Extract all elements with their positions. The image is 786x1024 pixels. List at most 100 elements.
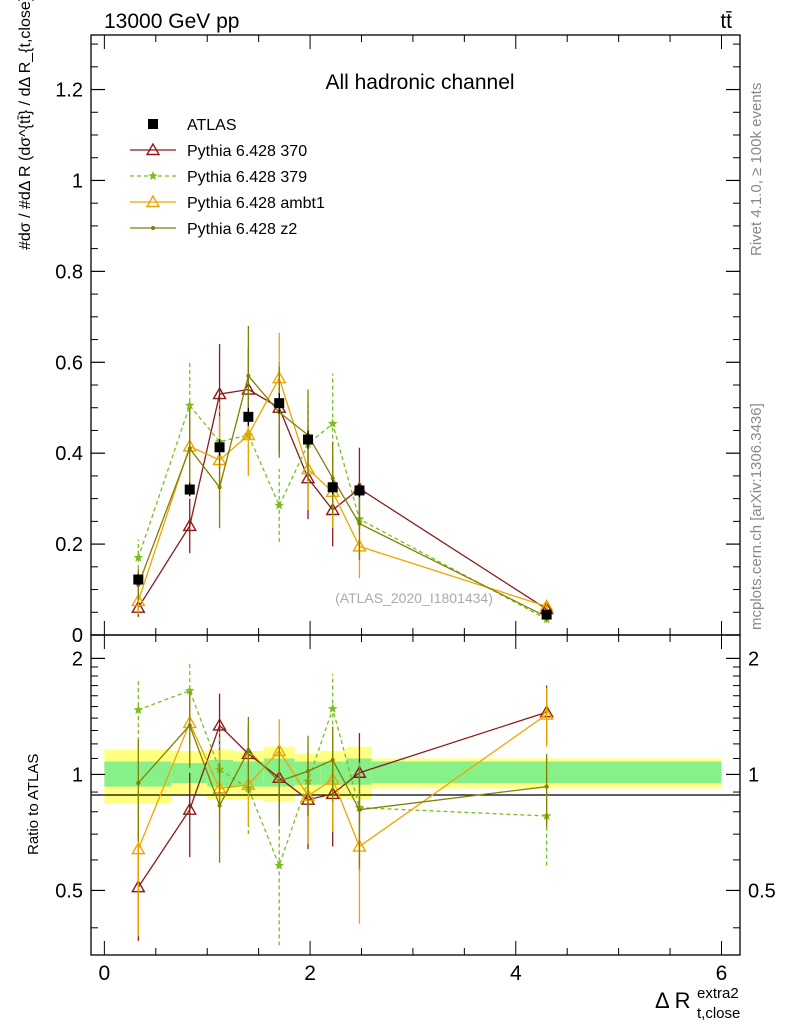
ratio-data-point: [182, 802, 197, 815]
data-point: [274, 398, 285, 409]
data-point: [330, 476, 335, 481]
ratio-series-group: [131, 662, 554, 946]
ratio-data-point: [274, 860, 284, 870]
ratio-data-point: [327, 703, 338, 713]
series-atlas: [133, 393, 552, 620]
legend-marker: [151, 226, 155, 230]
data-point: [133, 574, 144, 585]
legend-label: Pythia 6.428 z2: [187, 221, 297, 238]
x-axis-label-sub: t,close: [697, 1005, 740, 1022]
ratio-data-point: [539, 707, 554, 720]
legend: ATLAS Pythia 6.428 370 Pythia 6.428 379 Pyt…: [130, 117, 325, 238]
ratio-data-point: [277, 779, 282, 784]
main-y-tick-label: 0.6: [55, 352, 83, 374]
ratio-data-point: [306, 769, 311, 774]
series-pythia-6-428-z2: [136, 325, 549, 621]
series-line-pythia-6-428-z2: [137, 374, 547, 618]
data-point: [246, 373, 251, 378]
ratio-y-tick-label-right: 1: [748, 764, 759, 786]
legend-item-atlas: ATLAS: [148, 117, 237, 134]
main-series-group: [131, 325, 554, 624]
ratio-y-axis-label: Ratio to ATLAS: [25, 754, 42, 855]
data-point: [357, 521, 362, 526]
process-label: tt̄: [720, 10, 732, 33]
mcplots-label: mcplots.cern.ch [arXiv:1306.3436]: [748, 403, 765, 630]
main-y-axis: 0 0.2 0.4 0.6 0.8 1 1.2: [55, 35, 740, 647]
legend-item-pythia-6-428-379: Pythia 6.428 379: [130, 169, 307, 186]
energy-label: 13000 GeV pp: [104, 10, 239, 33]
legend-item-pythia-6-428-ambt1: Pythia 6.428 ambt1: [130, 194, 325, 212]
x-tick-label: 2: [304, 962, 316, 985]
ratio-plot-frame: [90, 634, 741, 956]
ratio-series-pythia-6-428-ambt1: [131, 687, 554, 937]
legend-marker: [148, 119, 158, 129]
data-point: [327, 482, 338, 493]
legend-label: Pythia 6.428 379: [187, 169, 307, 186]
ratio-series-pythia-6-428-370: [131, 685, 554, 941]
rivet-version-label: Rivet 4.1.0, ≥ 100k events: [748, 83, 765, 256]
main-y-tick-label: 0.2: [55, 534, 83, 556]
x-tick-label: 0: [99, 962, 111, 985]
data-point: [212, 386, 227, 400]
ratio-series-line: [138, 689, 547, 868]
series-line-pythia-6-428-379: [137, 404, 547, 620]
watermark-label: (ATLAS_2020_I1801434): [335, 590, 493, 606]
data-point: [217, 485, 222, 490]
x-tick-label: 4: [510, 962, 522, 985]
main-y-axis-label: #dσ / #dΔ R (dσ^{tt̄} / dΔ R_{t,close}^{…: [17, 0, 34, 250]
legend-label: Pythia 6.428 ambt1: [187, 195, 325, 212]
data-point: [303, 434, 314, 445]
ratio-y-tick-label: 1: [72, 764, 83, 786]
ratio-y-tick-label: 2: [72, 648, 83, 670]
legend-label: ATLAS: [187, 117, 237, 134]
ratio-data-point: [357, 807, 362, 812]
data-point: [184, 400, 195, 410]
main-y-tick-label: 1.2: [55, 80, 83, 102]
data-point: [184, 484, 195, 495]
data-point: [243, 411, 254, 422]
ratio-y-tick-label-right: 0.5: [748, 880, 776, 902]
data-point: [214, 442, 225, 453]
legend-marker: [148, 171, 158, 181]
series-line-pythia-6-428-370: [137, 388, 547, 610]
data-point: [541, 609, 552, 620]
x-axis-label: Δ R extra2 t,close: [655, 985, 740, 1022]
main-y-tick-label: 0: [72, 625, 83, 647]
ratio-plot-panel: 0.5 0.5 1 1 2 2 0 2 4 6 Ratio to ATLAS Δ R extra2…: [25, 634, 776, 1022]
series-pythia-6-428-370: [131, 344, 554, 617]
data-point: [182, 518, 197, 532]
data-point: [327, 418, 338, 428]
legend-marker: [145, 142, 161, 156]
ratio-data-point: [330, 757, 335, 762]
ratio-series-line: [137, 711, 547, 888]
ratio-data-point: [212, 718, 227, 731]
chart-title: All hadronic channel: [325, 71, 514, 94]
series-line-pythia-6-428-ambt1: [137, 376, 547, 608]
ratio-data-point: [136, 781, 141, 786]
main-y-tick-label: 0.4: [55, 443, 83, 465]
ratio-series-pythia-6-428-z2: [136, 691, 549, 869]
ratio-data-point: [131, 841, 146, 855]
main-y-tick-label: 0.8: [55, 261, 83, 283]
series-pythia-6-428-379: [133, 360, 552, 624]
x-axis-label-sup: extra2: [697, 985, 739, 1002]
legend-label: Pythia 6.428 370: [187, 143, 307, 160]
legend-item-pythia-6-428-370: Pythia 6.428 370: [130, 142, 307, 160]
data-point: [241, 427, 256, 441]
legend-item-pythia-6-428-z2: Pythia 6.428 z2: [130, 221, 297, 238]
x-tick-label: 6: [716, 962, 728, 985]
ratio-axes: 0.5 0.5 1 1 2 2 0 2 4 6: [55, 635, 776, 985]
x-axis-label-main: Δ R: [655, 988, 690, 1013]
legend-marker: [145, 194, 161, 208]
ratio-data-point: [187, 723, 192, 728]
ratio-y-tick-label-right: 2: [748, 648, 759, 670]
ratio-data-point: [544, 784, 549, 789]
data-point: [133, 552, 144, 562]
data-point: [274, 500, 284, 510]
data-point: [354, 485, 365, 496]
ratio-y-tick-label: 0.5: [55, 880, 83, 902]
data-point: [187, 446, 192, 451]
ratio-data-point: [133, 704, 144, 714]
main-y-tick-label: 1: [72, 170, 83, 192]
